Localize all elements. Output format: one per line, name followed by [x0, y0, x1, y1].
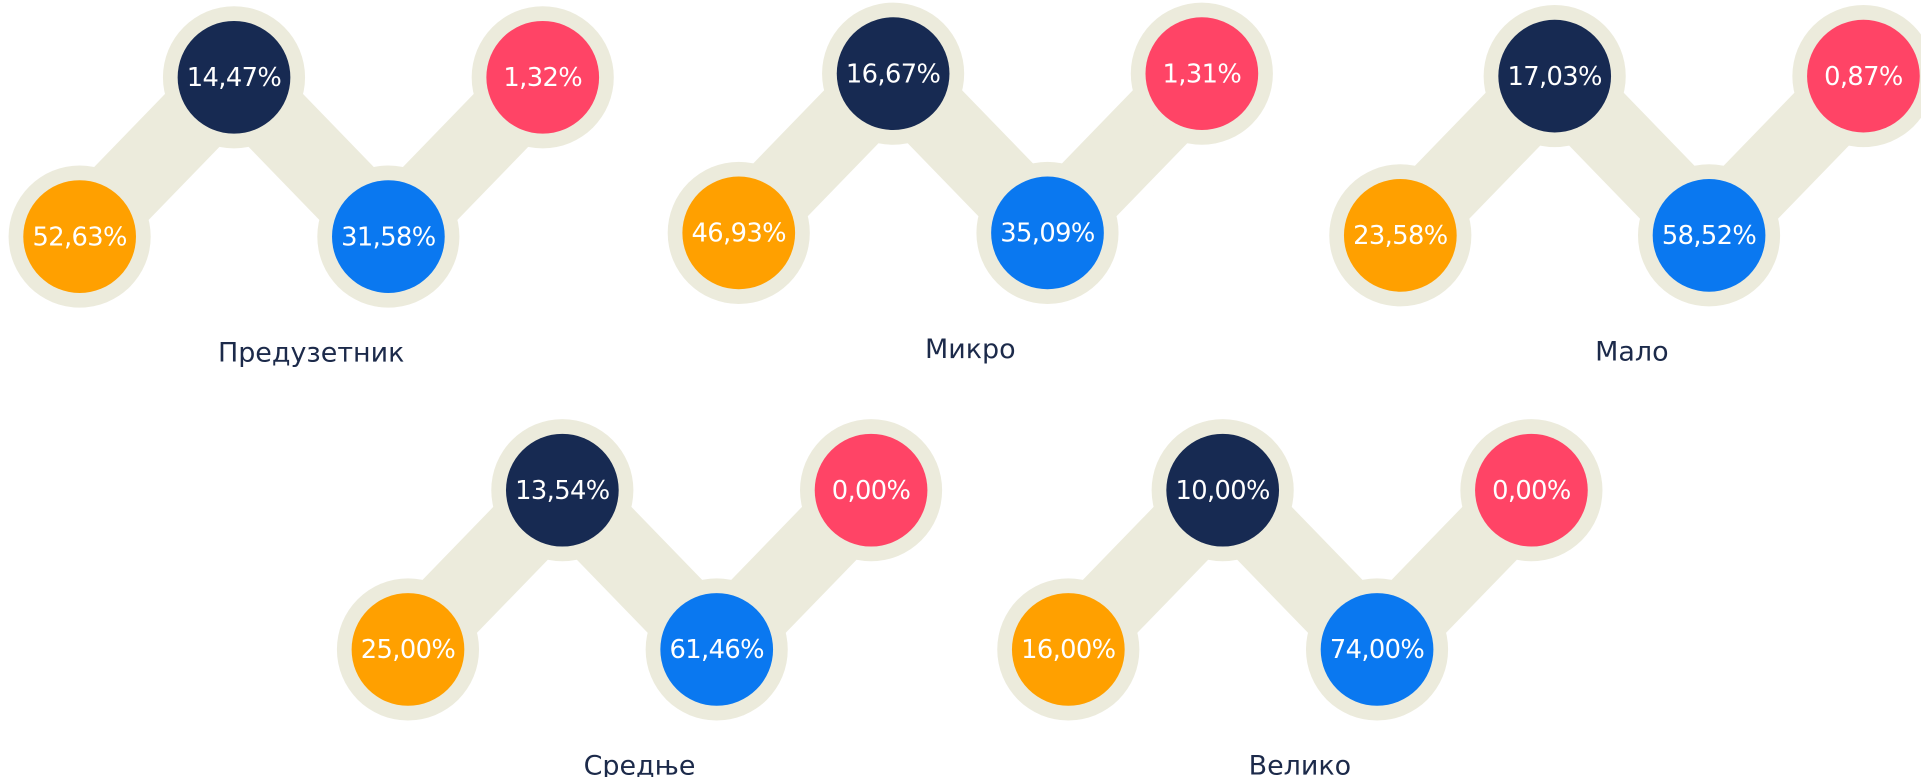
bubble	[486, 20, 600, 134]
bubble	[1343, 179, 1457, 292]
bubble-group: 25,00% 13,54% 61,46% 0,00% Средње	[336, 419, 943, 777]
group-label: Микро	[925, 334, 1016, 365]
bubble-value: 52,63%	[32, 222, 127, 252]
connector	[41, 39, 581, 275]
bubble	[1475, 433, 1588, 547]
group-label: Велико	[1249, 751, 1352, 777]
bubble	[332, 180, 445, 293]
bubble	[23, 180, 136, 293]
bubble	[505, 433, 619, 547]
bubble-value: 74,00%	[1330, 635, 1425, 665]
bubble-value: 0,00%	[1492, 476, 1571, 506]
bubble	[660, 593, 774, 706]
connector	[369, 452, 910, 688]
bubble-group: 16,00% 10,00% 74,00% 0,00% Велико	[997, 419, 1603, 777]
bubble	[1011, 593, 1125, 706]
bubble	[1145, 17, 1259, 130]
bubble	[1498, 19, 1612, 133]
bubble	[1652, 179, 1766, 292]
bubble-value: 0,87%	[1824, 62, 1903, 92]
bubble	[1166, 433, 1280, 547]
bubble-value: 10,00%	[1175, 476, 1270, 506]
connector	[1030, 452, 1570, 688]
bubble	[351, 593, 465, 706]
connector	[700, 35, 1240, 271]
bubble	[682, 176, 796, 290]
bubble-value: 1,31%	[1163, 59, 1242, 89]
bubble-value: 58,52%	[1662, 221, 1757, 251]
group-label: Предузетник	[218, 338, 404, 369]
bubble-value: 16,00%	[1021, 635, 1116, 665]
bubble	[1807, 19, 1920, 133]
bubble-value: 46,93%	[692, 219, 787, 249]
group-label: Средње	[584, 751, 696, 777]
bubble-group: 23,58% 17,03% 58,52% 0,87% Мало	[1329, 5, 1921, 367]
bubble-group: 46,93% 16,67% 35,09% 1,31% Микро	[667, 2, 1273, 365]
bubble	[836, 17, 950, 130]
bubble-value: 35,09%	[1000, 219, 1095, 249]
bubble	[177, 20, 291, 134]
connector	[1362, 38, 1902, 274]
bubble	[1320, 593, 1434, 706]
bubble-value: 61,46%	[670, 635, 765, 665]
bubble-value: 1,32%	[503, 63, 582, 93]
bubble	[814, 433, 928, 547]
bubble-group: 52,63% 14,47% 31,58% 1,32% Предузетник	[8, 6, 614, 369]
bubble-value: 31,58%	[341, 222, 436, 252]
group-label: Мало	[1595, 336, 1668, 367]
bubble-value: 25,00%	[361, 635, 456, 665]
bubble	[991, 176, 1104, 290]
bubble-value: 14,47%	[187, 63, 282, 93]
bubble-value: 17,03%	[1507, 62, 1602, 92]
bubble-value: 16,67%	[846, 59, 941, 89]
bubble-value: 13,54%	[515, 476, 610, 506]
bubble-value: 23,58%	[1353, 221, 1448, 251]
bubble-value: 0,00%	[832, 476, 911, 506]
